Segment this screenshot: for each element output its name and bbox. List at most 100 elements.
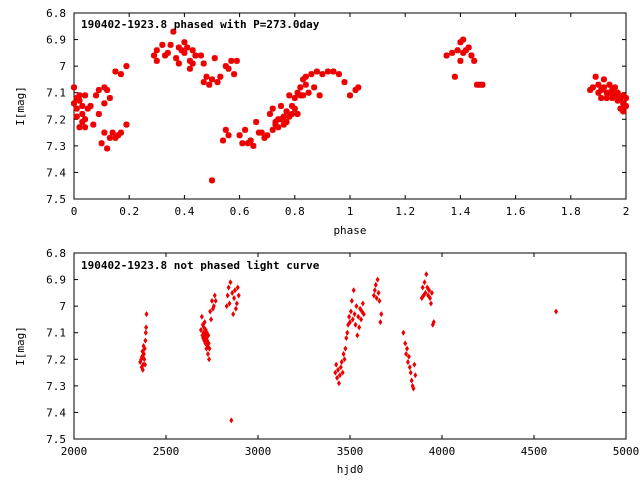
unphased-data-point: [209, 316, 214, 323]
unphased-chart-title: 190402-1923.8 not phased light curve: [81, 259, 320, 272]
phased-data-point: [206, 81, 213, 88]
phased-data-point: [603, 95, 610, 102]
phased-chart: 0 0.2 0.4 0.6 0.8 1 1.2 1.4 1.6 1.8 2 6.8 6.9 7 7.1 7.2…: [14, 7, 629, 237]
phased-data-point: [297, 84, 304, 91]
unphased-data-point: [210, 297, 214, 304]
phased-data-point: [117, 71, 124, 78]
phased-x-tick-label: 0.6: [230, 205, 250, 218]
unphased-data-point: [202, 319, 207, 326]
phased-data-points: [71, 28, 629, 184]
unphased-data-point: [340, 369, 345, 376]
unphased-data-point: [344, 335, 349, 342]
phased-data-point: [90, 121, 97, 128]
phased-data-point: [101, 129, 108, 136]
phased-data-point: [302, 73, 309, 80]
phased-data-point: [468, 52, 475, 59]
phased-data-point: [200, 60, 207, 67]
unphased-data-point: [198, 327, 203, 334]
unphased-data-point: [376, 289, 381, 296]
unphased-x-tick-label: 4500: [521, 445, 548, 458]
phased-data-point: [250, 142, 257, 149]
unphased-y-tick-label: 7.5: [46, 433, 66, 446]
unphased-data-point: [412, 361, 417, 368]
phased-data-point: [87, 103, 94, 109]
phased-x-tick-label: 1.6: [506, 205, 526, 218]
unphased-y-tick-label: 7.4: [46, 406, 66, 419]
phased-data-point: [233, 57, 240, 64]
unphased-data-point: [428, 295, 433, 302]
unphased-data-point: [348, 319, 352, 326]
phased-data-point: [600, 84, 607, 91]
phased-data-point: [184, 44, 191, 51]
phased-x-tick-label: 1.8: [561, 205, 581, 218]
unphased-data-point: [429, 289, 434, 296]
phased-data-point: [228, 57, 235, 64]
unphased-data-point: [353, 321, 358, 328]
phased-chart-title: 190402-1923.8 phased with P=273.0day: [81, 18, 320, 31]
unphased-data-point: [225, 292, 230, 299]
unphased-data-point: [336, 366, 341, 373]
phased-data-point: [151, 52, 158, 59]
unphased-data-point: [554, 308, 559, 315]
phased-data-point: [203, 73, 210, 80]
unphased-data-point: [427, 287, 432, 294]
unphased-x-axis-label: hjd0: [337, 463, 364, 476]
unphased-data-points: [138, 271, 559, 424]
unphased-data-point: [411, 385, 416, 392]
phased-data-point: [211, 55, 218, 62]
unphased-data-point: [206, 340, 211, 347]
unphased-data-point: [233, 305, 238, 312]
phased-data-point: [278, 103, 284, 109]
unphased-data-point: [375, 276, 380, 283]
unphased-data-point: [379, 311, 384, 318]
phased-data-point: [443, 52, 450, 59]
phased-data-point: [308, 71, 315, 78]
phased-data-point: [231, 71, 238, 78]
phased-data-point: [614, 89, 621, 96]
phased-y-tick-label: 7.2: [46, 113, 66, 126]
unphased-data-point: [372, 287, 377, 294]
unphased-data-point: [212, 292, 217, 299]
phased-x-tick-label: 1.4: [450, 205, 470, 218]
phased-data-point: [291, 105, 298, 112]
phased-data-point: [449, 49, 456, 56]
unphased-data-point: [213, 297, 218, 304]
unphased-data-point: [227, 300, 232, 307]
phased-data-point: [335, 71, 342, 78]
phased-data-point: [341, 79, 348, 86]
unphased-data-point: [232, 295, 237, 302]
phased-x-tick-label: 0.2: [119, 205, 139, 218]
phased-data-point: [313, 68, 320, 75]
phased-data-point: [214, 79, 221, 86]
phased-data-point: [302, 81, 309, 88]
phased-data-point: [200, 79, 207, 86]
phased-data-point: [319, 71, 326, 78]
phased-data-point: [189, 47, 196, 54]
phased-data-point: [106, 134, 113, 141]
unphased-data-point: [226, 284, 231, 291]
phased-data-point: [82, 124, 89, 131]
unphased-data-point: [333, 369, 338, 376]
phased-data-point: [123, 121, 130, 128]
unphased-data-point: [431, 319, 436, 326]
unphased-data-point: [408, 369, 413, 376]
phased-data-point: [189, 60, 196, 67]
unphased-x-tick-label: 3000: [245, 445, 272, 458]
unphased-data-point: [361, 311, 366, 318]
unphased-axis-ticks: 2000 2500 3000 3500 4000 4500 5000 6.8 6.9 7 7.1 7.…: [46, 247, 639, 458]
phased-data-point: [283, 118, 290, 125]
phased-data-point: [330, 68, 337, 75]
unphased-data-point: [355, 332, 360, 339]
phased-data-point: [106, 95, 113, 102]
unphased-data-point: [207, 345, 212, 352]
unphased-data-point: [401, 329, 406, 336]
phased-data-point: [167, 41, 174, 48]
phased-y-tick-label: 7: [59, 60, 66, 73]
unphased-data-point: [205, 350, 210, 357]
phased-data-point: [611, 84, 618, 91]
phased-data-point: [222, 126, 229, 133]
phased-data-point: [112, 68, 119, 75]
phased-data-point: [104, 87, 111, 94]
phased-data-point: [289, 110, 296, 117]
unphased-data-point: [341, 350, 346, 357]
